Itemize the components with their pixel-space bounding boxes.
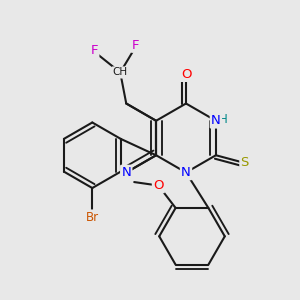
- Text: S: S: [241, 156, 249, 169]
- Text: Br: Br: [86, 211, 99, 224]
- Text: O: O: [181, 68, 191, 81]
- Text: N: N: [122, 166, 131, 179]
- Text: F: F: [91, 44, 98, 57]
- Text: N: N: [181, 166, 191, 179]
- Text: O: O: [153, 179, 164, 192]
- Text: H: H: [219, 113, 228, 126]
- Text: N: N: [211, 114, 221, 127]
- Text: CH: CH: [113, 68, 128, 77]
- Text: F: F: [132, 39, 140, 52]
